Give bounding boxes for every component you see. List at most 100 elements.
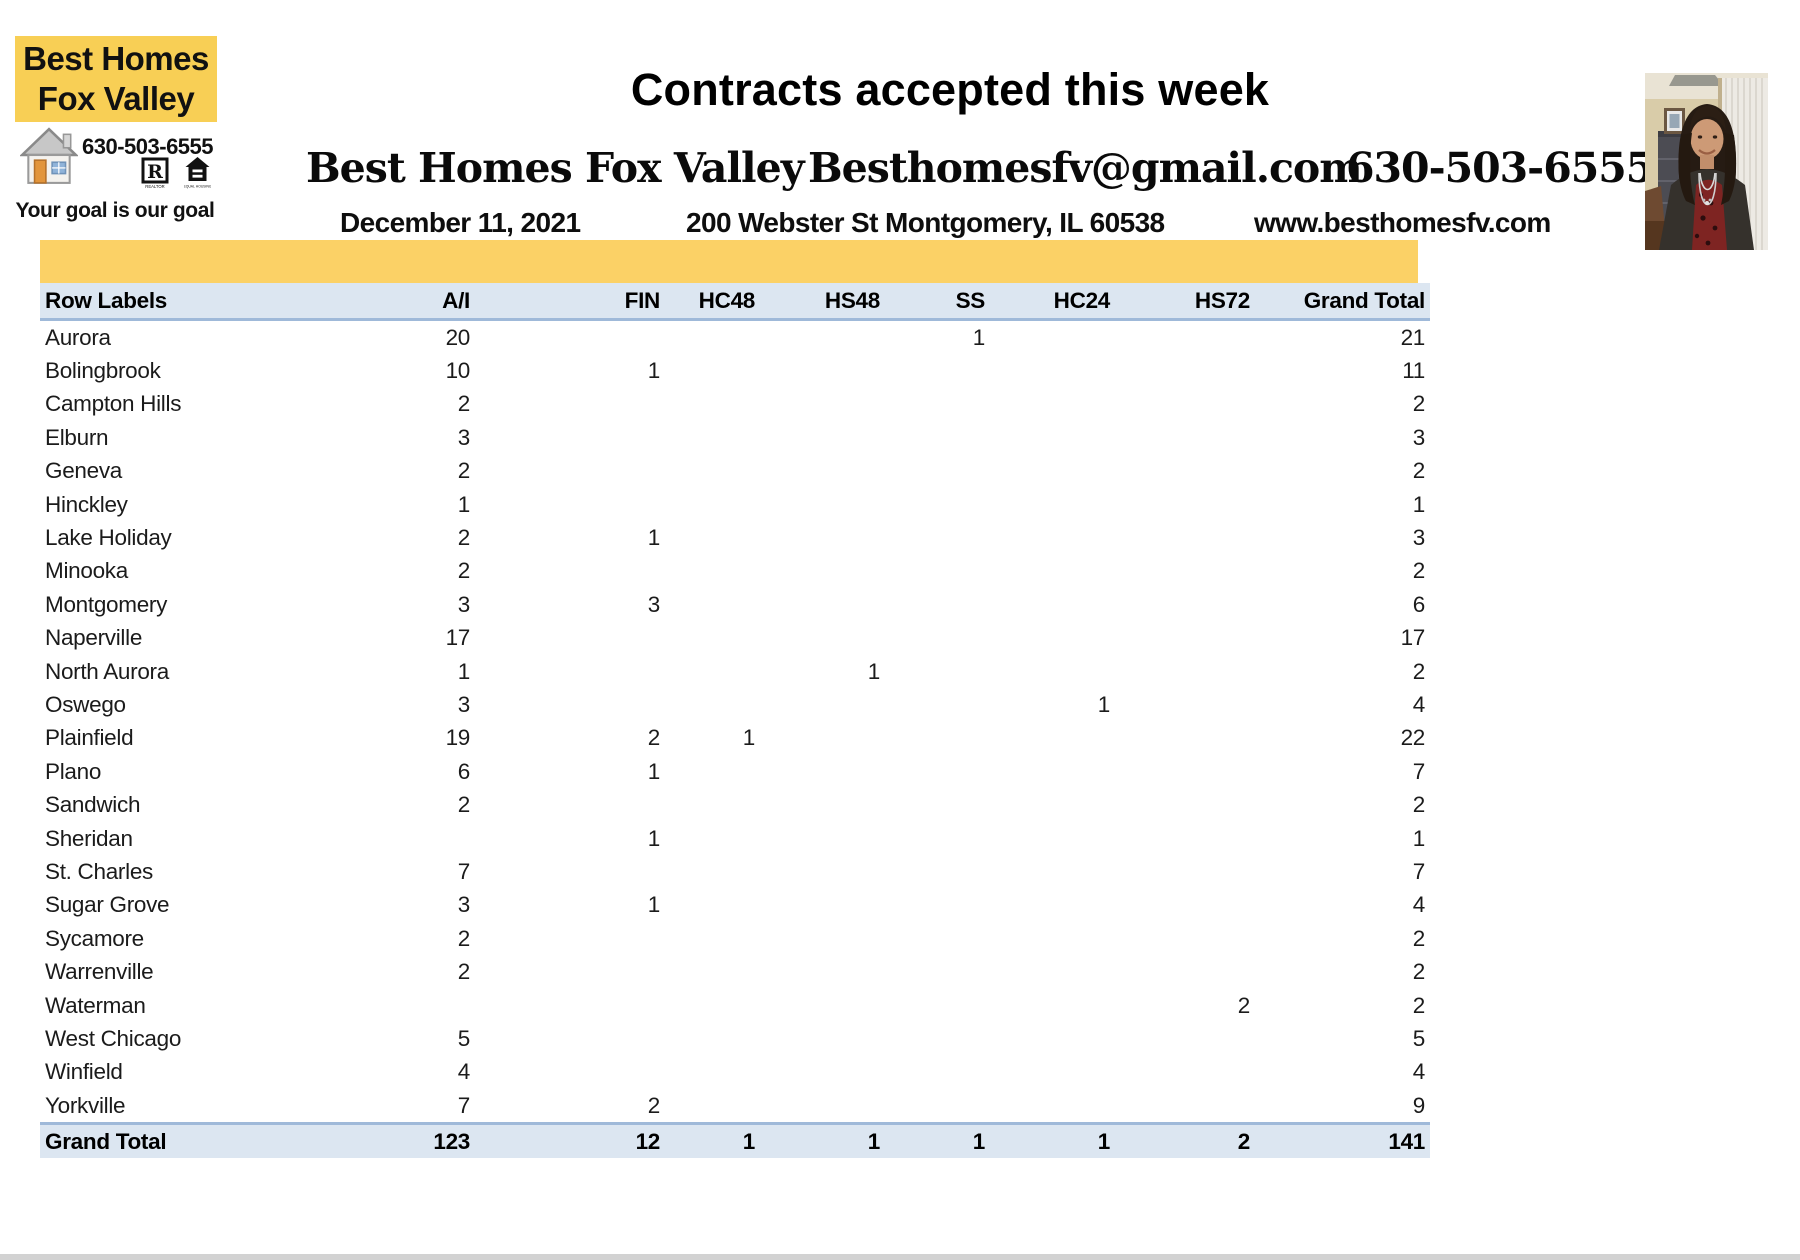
value-cell: 3 xyxy=(457,892,471,918)
column-header: HS72 xyxy=(1115,283,1255,321)
value-cell: 7 xyxy=(457,1092,471,1118)
row-label-cell: West Chicago xyxy=(45,1025,182,1051)
value-cell: 1 xyxy=(457,658,471,684)
value-cell: 19 xyxy=(445,725,471,751)
value-cell: 1 xyxy=(647,358,661,384)
value-cell xyxy=(665,1089,760,1124)
value-cell: 2 xyxy=(1412,391,1426,417)
value-cell xyxy=(1115,855,1255,888)
value-cell xyxy=(760,320,885,355)
value-cell xyxy=(990,788,1115,821)
row-label-cell: Sandwich xyxy=(45,792,141,818)
table-row: Oswego 3 1 4 xyxy=(40,688,1430,721)
svg-text:REALTOR: REALTOR xyxy=(145,184,164,189)
value-cell xyxy=(760,955,885,988)
column-header: Grand Total xyxy=(1255,283,1430,321)
grand-total-value: 141 xyxy=(1255,1122,1430,1159)
value-cell: 7 xyxy=(1412,758,1426,784)
value-cell xyxy=(760,1056,885,1089)
value-cell xyxy=(665,989,760,1022)
value-cell xyxy=(665,755,760,788)
logo-name-line1: Best Homes xyxy=(23,39,209,77)
svg-text:EQUAL HOUSING: EQUAL HOUSING xyxy=(184,185,211,189)
value-cell xyxy=(760,588,885,621)
value-cell: 20 xyxy=(445,324,471,350)
value-cell xyxy=(665,388,760,421)
header-email: Besthomesfv@gmail.com xyxy=(808,144,1363,192)
value-cell xyxy=(1115,354,1255,387)
row-label-cell: Minooka xyxy=(45,558,128,584)
value-cell: 2 xyxy=(1412,792,1426,818)
value-cell xyxy=(885,855,990,888)
row-label-cell: Naperville xyxy=(45,625,143,651)
value-cell: 1 xyxy=(867,658,881,684)
value-cell xyxy=(1115,1022,1255,1055)
column-header: SS xyxy=(885,283,990,321)
value-cell: 3 xyxy=(1412,424,1426,450)
value-cell xyxy=(885,455,990,488)
value-cell xyxy=(760,822,885,855)
house-icon xyxy=(18,124,80,191)
table-row: Waterman 2 2 xyxy=(40,989,1430,1022)
value-cell xyxy=(1115,455,1255,488)
value-cell xyxy=(990,488,1115,521)
value-cell: 2 xyxy=(647,1092,661,1118)
value-cell: 4 xyxy=(457,1059,471,1085)
value-cell: 21 xyxy=(1400,324,1426,350)
column-header: FIN xyxy=(475,283,665,321)
row-label-cell: Warrenville xyxy=(45,959,154,985)
value-cell: 2 xyxy=(1237,992,1251,1018)
table-row: Winfield 4 4 xyxy=(40,1056,1430,1089)
value-cell: 7 xyxy=(457,858,471,884)
page-title: Contracts accepted this week xyxy=(630,64,1270,115)
value-cell xyxy=(1115,822,1255,855)
value-cell xyxy=(990,622,1115,655)
value-cell xyxy=(665,889,760,922)
value-cell xyxy=(885,354,990,387)
table-row: Montgomery 3 3 6 xyxy=(40,588,1430,621)
value-cell xyxy=(665,421,760,454)
value-cell xyxy=(885,955,990,988)
column-header: HC24 xyxy=(990,283,1115,321)
value-cell xyxy=(760,1022,885,1055)
value-cell xyxy=(885,521,990,554)
value-cell: 2 xyxy=(457,391,471,417)
value-cell xyxy=(1115,622,1255,655)
value-cell xyxy=(760,688,885,721)
value-cell xyxy=(475,955,665,988)
value-cell xyxy=(665,788,760,821)
value-cell: 11 xyxy=(1402,358,1425,384)
value-cell: 1 xyxy=(1412,825,1426,851)
value-cell xyxy=(990,889,1115,922)
value-cell xyxy=(475,688,665,721)
logo-name-line2: Fox Valley xyxy=(37,80,195,117)
table-row: St. Charles 7 7 xyxy=(40,855,1430,888)
value-cell xyxy=(475,320,665,355)
value-cell: 17 xyxy=(1400,625,1426,651)
report-date: December 11, 2021 xyxy=(340,207,581,238)
value-cell: 10 xyxy=(445,358,471,384)
value-cell xyxy=(1115,421,1255,454)
value-cell xyxy=(760,555,885,588)
table-row: Elburn 3 3 xyxy=(40,421,1430,454)
value-cell xyxy=(665,455,760,488)
value-cell: 3 xyxy=(1412,525,1426,551)
value-cell xyxy=(760,455,885,488)
table-row: Sugar Grove 3 1 4 xyxy=(40,889,1430,922)
row-label-cell: Hinckley xyxy=(45,491,128,517)
value-cell xyxy=(1115,555,1255,588)
value-cell xyxy=(885,388,990,421)
value-cell xyxy=(885,1056,990,1089)
value-cell xyxy=(760,788,885,821)
svg-text:R: R xyxy=(147,161,163,183)
value-cell xyxy=(885,922,990,955)
grand-total-value: 1 xyxy=(665,1122,760,1159)
value-cell xyxy=(360,822,475,855)
value-cell xyxy=(885,788,990,821)
value-cell xyxy=(885,688,990,721)
row-label-cell: Lake Holiday xyxy=(45,525,172,551)
value-cell: 2 xyxy=(647,725,661,751)
value-cell xyxy=(475,989,665,1022)
grand-total-value: 12 xyxy=(475,1122,665,1159)
value-cell: 1 xyxy=(972,324,986,350)
